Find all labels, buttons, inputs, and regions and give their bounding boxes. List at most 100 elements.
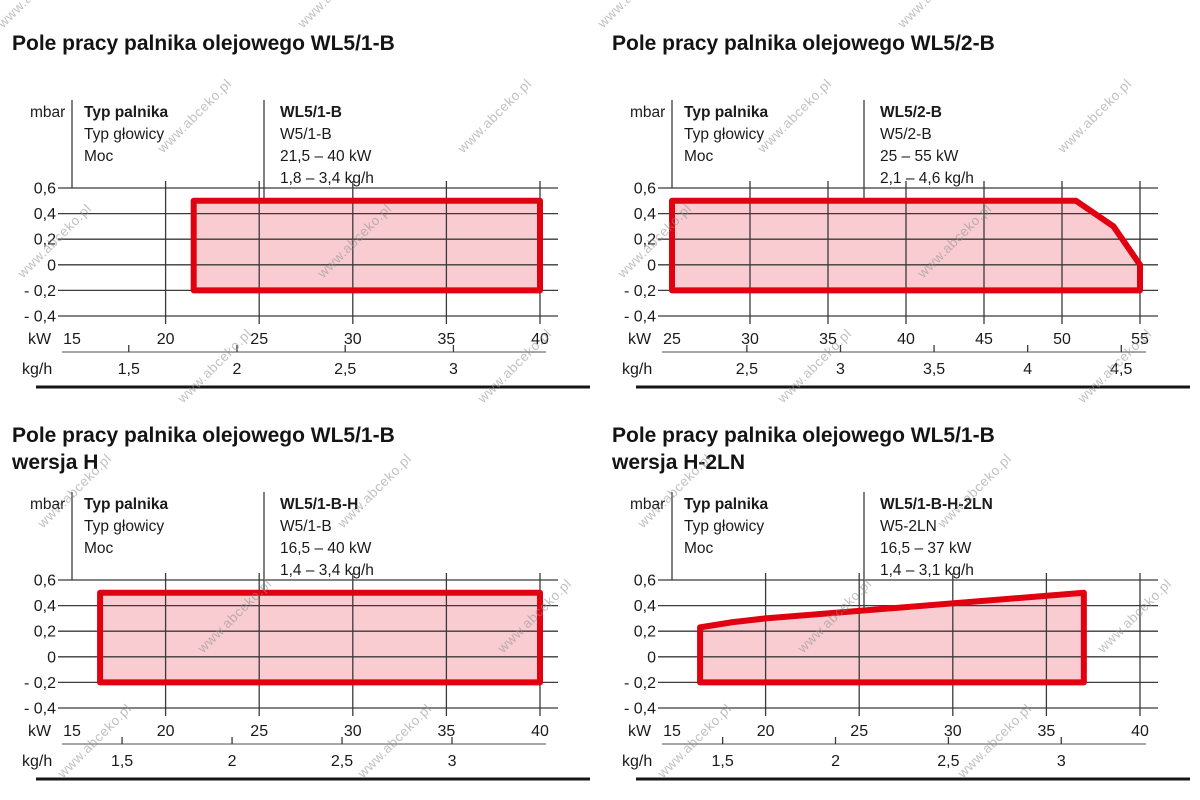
legend-value-burner-type: WL5/1-B (280, 104, 342, 121)
chart-canvas-wl5-2-b: mbar Typ palnika Typ głowicy Moc WL5/2-B… (622, 100, 1190, 389)
flow-tick-label: 3 (1057, 753, 1066, 770)
power-tick-label: 25 (850, 723, 868, 740)
legend-label-head-type: Typ głowicy (84, 126, 164, 143)
chart-title-line2: wersja H (12, 451, 99, 474)
power-tick-label: 30 (344, 331, 362, 348)
legend-value-flow-range: 1,8 – 3,4 kg/h (280, 170, 374, 187)
flow-tick-label: 2,5 (331, 753, 353, 770)
pressure-tick-label: 0,2 (34, 624, 56, 641)
pressure-tick-label: 0,6 (634, 573, 656, 590)
power-tick-label: 40 (897, 331, 915, 348)
power-tick-label: 40 (531, 331, 549, 348)
power-tick-label: 45 (975, 331, 993, 348)
power-tick-label: 40 (1131, 723, 1149, 740)
power-tick-label: 35 (819, 331, 837, 348)
pressure-tick-label: - 0,4 (24, 309, 56, 326)
operating-field-area (100, 592, 540, 683)
power-unit-label: kW (28, 723, 52, 740)
power-tick-label: 30 (344, 723, 362, 740)
power-tick-label: 30 (944, 723, 962, 740)
pressure-tick-label: - 0,4 (624, 701, 656, 718)
power-tick-label: 20 (157, 331, 175, 348)
pressure-tick-label: 0,2 (34, 232, 56, 249)
flow-tick-label: 2,5 (736, 361, 758, 378)
flow-tick-label: 1,5 (712, 753, 734, 770)
chart-title: Pole pracy palnika olejowego WL5/1-B wers… (612, 422, 995, 476)
pressure-tick-label: - 0,2 (24, 675, 56, 692)
flow-tick-label: 3,5 (923, 361, 945, 378)
power-unit-label: kW (628, 723, 652, 740)
flow-tick-label: 4 (1023, 361, 1032, 378)
flow-unit-label: kg/h (622, 753, 652, 770)
chart-title: Pole pracy palnika olejowego WL5/1-B (12, 30, 395, 57)
chart-title-line1: Pole pracy palnika olejowego WL5/1-B (12, 32, 395, 55)
chart-canvas-wl5-1-b-h: mbar Typ palnika Typ głowicy Moc WL5/1-B… (22, 492, 590, 781)
pressure-unit-label: mbar (630, 496, 665, 513)
flow-tick-label: 3 (448, 753, 457, 770)
legend-label-burner-type: Typ palnika (84, 496, 169, 513)
chart-title-line1: Pole pracy palnika olejowego WL5/1-B (12, 424, 395, 447)
pressure-tick-label: 0 (47, 649, 56, 666)
pressure-tick-label: - 0,2 (624, 283, 656, 300)
power-tick-label: 20 (157, 723, 175, 740)
legend-value-flow-range: 1,4 – 3,1 kg/h (880, 562, 974, 579)
legend-label-power: Moc (684, 148, 714, 165)
operating-field-area (700, 592, 1084, 683)
pressure-tick-label: 0,2 (634, 624, 656, 641)
pressure-tick-label: - 0,4 (624, 309, 656, 326)
pressure-tick-label: 0 (647, 257, 656, 274)
pressure-unit-label: mbar (630, 104, 665, 121)
panel-wl5-1-b-h-2ln: Pole pracy palnika olejowego WL5/1-B wers… (600, 392, 1200, 800)
power-tick-label: 25 (250, 723, 268, 740)
flow-unit-label: kg/h (22, 753, 52, 770)
pressure-tick-label: 0,6 (34, 181, 56, 198)
chart-canvas-wl5-1-b: mbar Typ palnika Typ głowicy Moc WL5/1-B… (22, 100, 590, 389)
pressure-tick-label: 0,2 (634, 232, 656, 249)
flow-tick-label: 1,5 (118, 361, 140, 378)
pressure-tick-label: 0,4 (634, 598, 656, 615)
operating-field-border (669, 197, 1143, 294)
flow-unit-label: kg/h (622, 361, 652, 378)
pressure-tick-label: 0,6 (34, 573, 56, 590)
power-tick-label: 25 (663, 331, 681, 348)
pressure-tick-label: - 0,2 (24, 283, 56, 300)
pressure-tick-label: 0,6 (634, 181, 656, 198)
legend-value-flow-range: 1,4 – 3,4 kg/h (280, 562, 374, 579)
power-tick-label: 15 (63, 331, 81, 348)
legend-value-power-range: 21,5 – 40 kW (280, 148, 372, 165)
legend-value-head-type: W5/1-B (280, 518, 332, 535)
flow-tick-label: 4,5 (1110, 361, 1132, 378)
pressure-unit-label: mbar (30, 104, 65, 121)
chart-title-line2: wersja H-2LN (612, 451, 746, 474)
power-tick-label: 30 (741, 331, 759, 348)
power-tick-label: 20 (757, 723, 775, 740)
panel-wl5-2-b: Pole pracy palnika olejowego WL5/2-B mba… (600, 0, 1200, 408)
legend-value-burner-type: WL5/1-B-H (280, 496, 358, 513)
legend-value-head-type: W5/2-B (880, 126, 932, 143)
flow-tick-label: 3 (449, 361, 458, 378)
legend-value-power-range: 16,5 – 37 kW (880, 540, 972, 557)
pressure-unit-label: mbar (30, 496, 65, 513)
chart-title-line1: Pole pracy palnika olejowego WL5/2-B (612, 32, 995, 55)
pressure-tick-label: 0,4 (634, 206, 656, 223)
legend-value-power-range: 25 – 55 kW (880, 148, 959, 165)
flow-tick-label: 3 (836, 361, 845, 378)
legend-label-head-type: Typ głowicy (84, 518, 164, 535)
legend-label-head-type: Typ głowicy (684, 126, 764, 143)
legend-value-burner-type: WL5/2-B (880, 104, 942, 121)
chart-title: Pole pracy palnika olejowego WL5/1-B wers… (12, 422, 395, 476)
power-tick-label: 55 (1131, 331, 1149, 348)
power-tick-label: 35 (438, 723, 456, 740)
flow-unit-label: kg/h (22, 361, 52, 378)
legend-label-power: Moc (684, 540, 714, 557)
legend-value-flow-range: 2,1 – 4,6 kg/h (880, 170, 974, 187)
flow-tick-label: 2 (233, 361, 242, 378)
flow-tick-label: 2 (831, 753, 840, 770)
pressure-tick-label: 0,4 (34, 598, 56, 615)
chart-title-line1: Pole pracy palnika olejowego WL5/1-B (612, 424, 995, 447)
panel-wl5-1-b: Pole pracy palnika olejowego WL5/1-B mba… (0, 0, 600, 408)
legend-label-burner-type: Typ palnika (84, 104, 169, 121)
legend-label-power: Moc (84, 148, 114, 165)
legend-label-head-type: Typ głowicy (684, 518, 764, 535)
power-tick-label: 35 (438, 331, 456, 348)
